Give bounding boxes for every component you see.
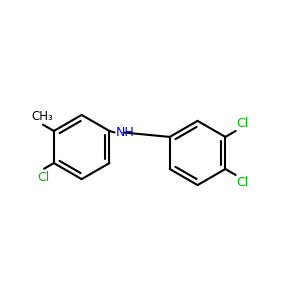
Text: Cl: Cl (37, 170, 49, 184)
Text: Cl: Cl (236, 117, 249, 130)
Text: Cl: Cl (236, 176, 249, 189)
Text: CH₃: CH₃ (31, 110, 53, 123)
Text: NH: NH (116, 126, 135, 139)
